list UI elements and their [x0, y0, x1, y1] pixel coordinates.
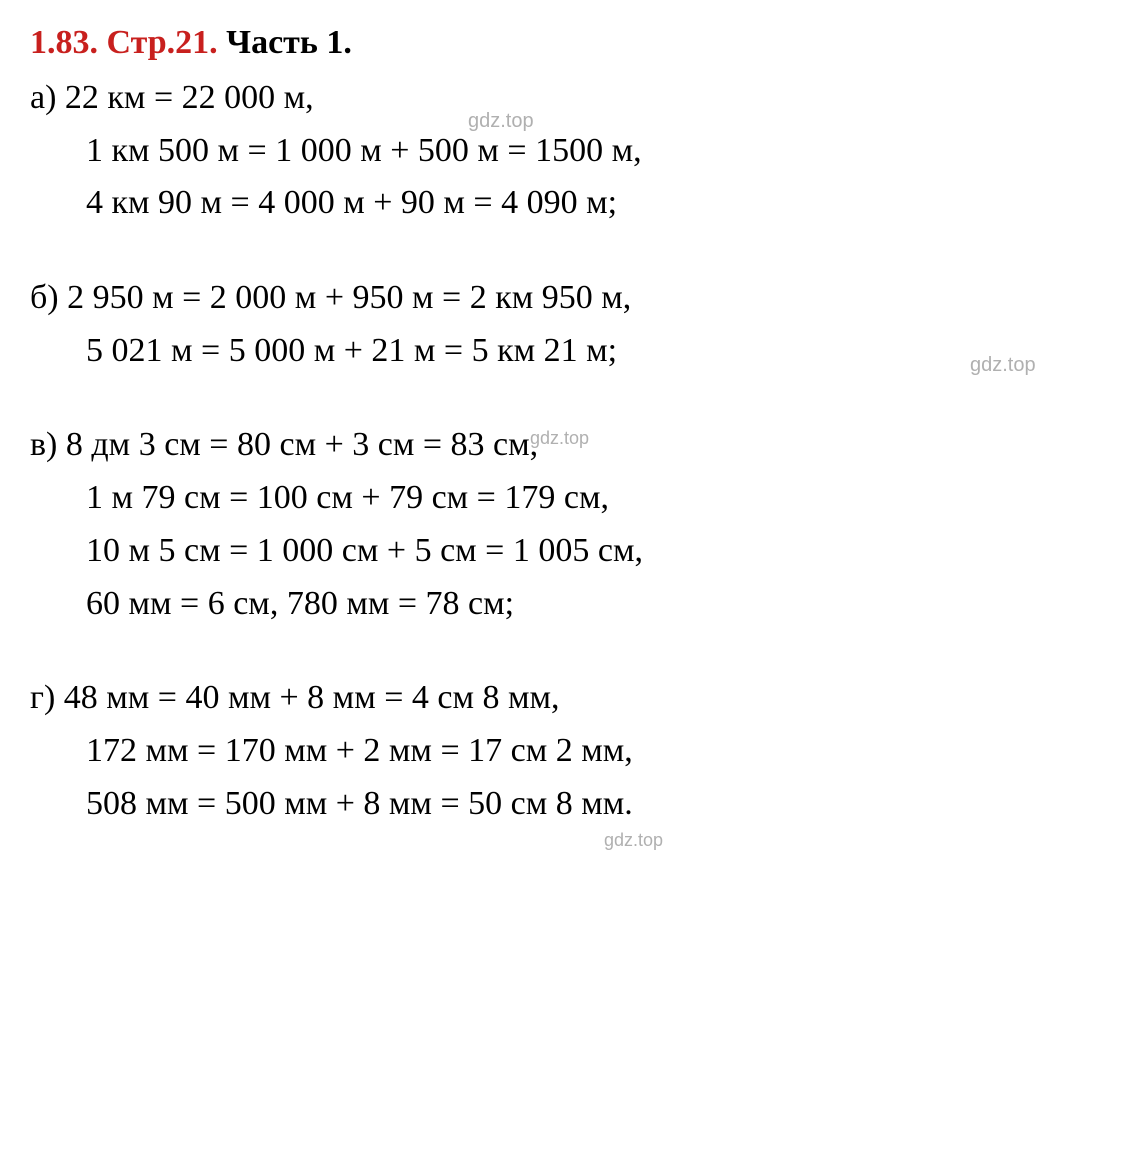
exercise-group-v: в) 8 дм 3 см = 80 см + 3 см = 83 см, 1 м… — [30, 419, 1111, 630]
exercise-line: 4 км 90 м = 4 000 м + 90 м = 4 090 м; — [30, 177, 1111, 230]
exercise-group-g: г) 48 мм = 40 мм + 8 мм = 4 см 8 мм, 172… — [30, 672, 1111, 830]
exercise-line: б) 2 950 м = 2 000 м + 950 м = 2 км 950 … — [30, 272, 1111, 325]
exercise-line: 5 021 м = 5 000 м + 21 м = 5 км 21 м; — [30, 325, 1111, 378]
exercise-page: Стр.21. — [107, 24, 227, 61]
exercise-line: 508 мм = 500 мм + 8 мм = 50 см 8 мм. — [30, 778, 1111, 831]
exercise-line: 1 м 79 см = 100 см + 79 см = 179 см, — [30, 472, 1111, 525]
exercise-line: 1 км 500 м = 1 000 м + 500 м = 1500 м, — [30, 125, 1111, 178]
exercise-line: 10 м 5 см = 1 000 см + 5 см = 1 005 см, — [30, 525, 1111, 578]
exercise-line: а) 22 км = 22 000 м, — [30, 72, 1111, 125]
exercise-line: 60 мм = 6 см, 780 мм = 78 см; — [30, 578, 1111, 631]
exercise-line: г) 48 мм = 40 мм + 8 мм = 4 см 8 мм, — [30, 672, 1111, 725]
exercise-number: 1.83. — [30, 24, 107, 61]
exercise-line: в) 8 дм 3 см = 80 см + 3 см = 83 см, — [30, 419, 1111, 472]
exercise-group-a: а) 22 км = 22 000 м, 1 км 500 м = 1 000 … — [30, 72, 1111, 230]
exercise-header: 1.83. Стр.21. Часть 1. — [30, 24, 1111, 62]
exercise-part: Часть 1. — [226, 24, 352, 61]
watermark-text: gdz.top — [604, 830, 663, 851]
exercise-group-b: б) 2 950 м = 2 000 м + 950 м = 2 км 950 … — [30, 272, 1111, 377]
exercise-line: 172 мм = 170 мм + 2 мм = 17 см 2 мм, — [30, 725, 1111, 778]
